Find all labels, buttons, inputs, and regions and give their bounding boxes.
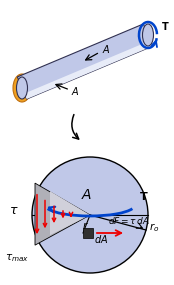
Polygon shape (24, 40, 153, 99)
Text: $\tau_{max}$: $\tau_{max}$ (5, 253, 29, 264)
Polygon shape (50, 191, 90, 235)
Ellipse shape (13, 74, 31, 102)
Text: $dF = \tau\,dA$: $dF = \tau\,dA$ (108, 215, 150, 226)
Text: $r_o$: $r_o$ (149, 222, 159, 234)
Text: $r$: $r$ (82, 220, 89, 231)
Ellipse shape (143, 24, 153, 46)
Text: A: A (103, 45, 110, 55)
Text: T: T (140, 192, 148, 202)
Text: $dA$: $dA$ (94, 233, 108, 245)
Text: A: A (72, 87, 79, 97)
Polygon shape (17, 24, 153, 99)
Polygon shape (83, 228, 93, 238)
Polygon shape (35, 183, 90, 245)
Circle shape (32, 157, 148, 273)
Text: T: T (162, 22, 169, 32)
Text: $\tau$: $\tau$ (9, 203, 19, 217)
Text: A: A (82, 188, 92, 202)
Ellipse shape (17, 77, 27, 99)
